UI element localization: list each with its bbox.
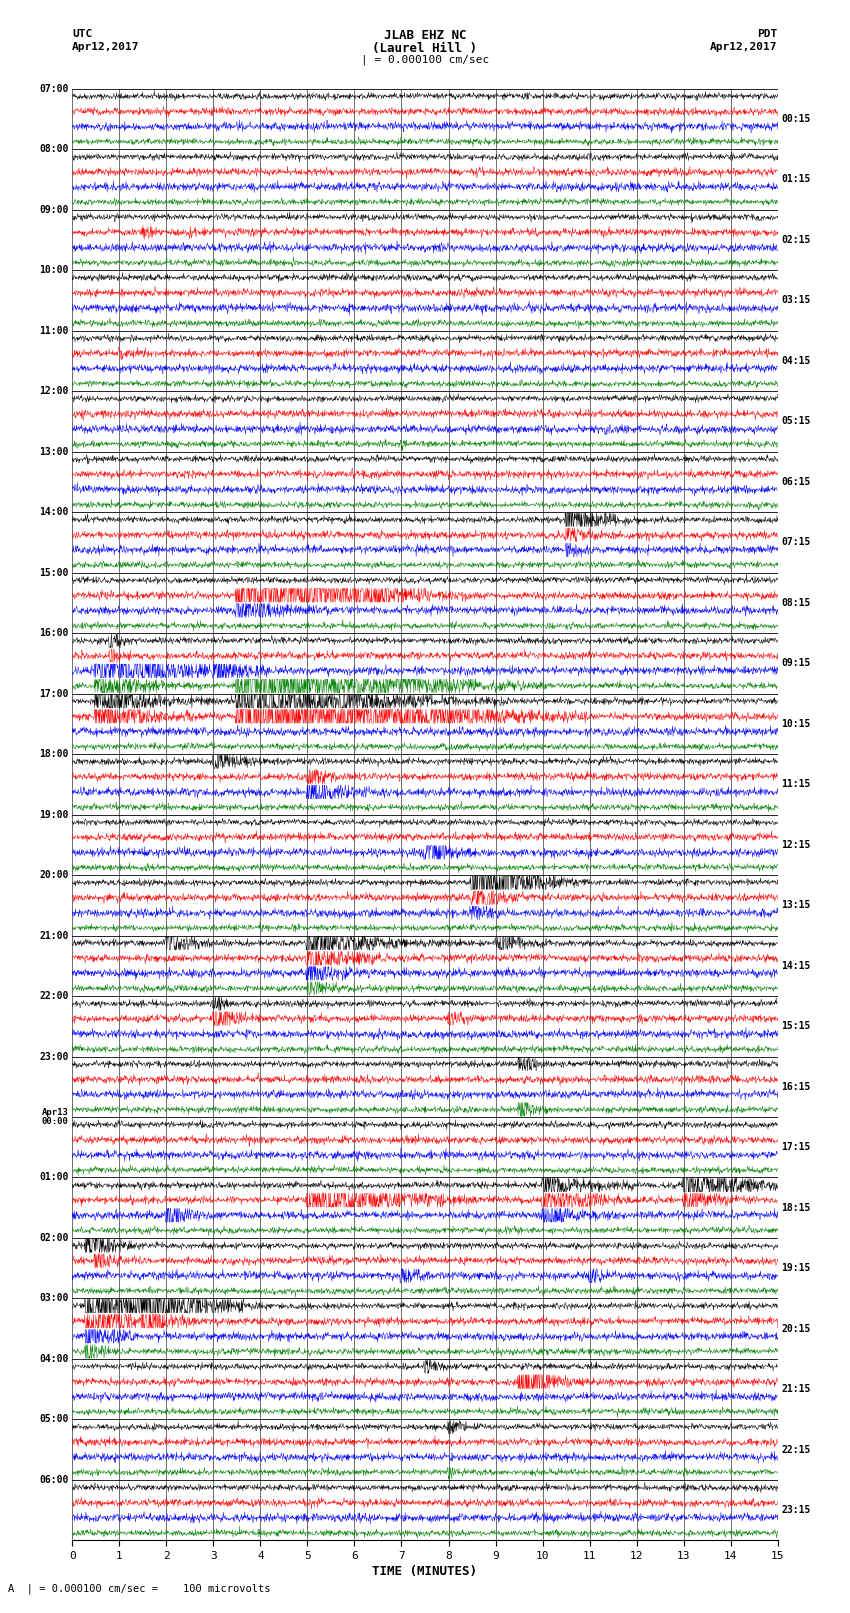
Text: (Laurel Hill ): (Laurel Hill ) (372, 42, 478, 55)
Text: 17:15: 17:15 (781, 1142, 811, 1152)
Text: 03:00: 03:00 (39, 1294, 69, 1303)
Text: 20:00: 20:00 (39, 869, 69, 881)
Text: 06:00: 06:00 (39, 1474, 69, 1486)
Text: 08:00: 08:00 (39, 144, 69, 155)
Text: 18:00: 18:00 (39, 748, 69, 760)
Text: 19:15: 19:15 (781, 1263, 811, 1273)
Text: 23:00: 23:00 (39, 1052, 69, 1061)
Text: 19:00: 19:00 (39, 810, 69, 819)
Text: 22:00: 22:00 (39, 990, 69, 1002)
Text: 01:15: 01:15 (781, 174, 811, 184)
Text: 08:15: 08:15 (781, 598, 811, 608)
Text: 02:00: 02:00 (39, 1232, 69, 1244)
X-axis label: TIME (MINUTES): TIME (MINUTES) (372, 1565, 478, 1578)
Text: 18:15: 18:15 (781, 1203, 811, 1213)
Text: PDT: PDT (757, 29, 778, 39)
Text: 13:00: 13:00 (39, 447, 69, 456)
Text: 00:00: 00:00 (42, 1118, 69, 1126)
Text: 15:00: 15:00 (39, 568, 69, 577)
Text: 23:15: 23:15 (781, 1505, 811, 1515)
Text: 11:15: 11:15 (781, 779, 811, 789)
Text: 09:00: 09:00 (39, 205, 69, 215)
Text: 09:15: 09:15 (781, 658, 811, 668)
Text: Apr13: Apr13 (42, 1108, 69, 1118)
Text: 12:15: 12:15 (781, 840, 811, 850)
Text: A  | = 0.000100 cm/sec =    100 microvolts: A | = 0.000100 cm/sec = 100 microvolts (8, 1582, 271, 1594)
Text: 04:15: 04:15 (781, 356, 811, 366)
Text: Apr12,2017: Apr12,2017 (72, 42, 139, 52)
Text: 03:15: 03:15 (781, 295, 811, 305)
Text: 15:15: 15:15 (781, 1021, 811, 1031)
Text: 12:00: 12:00 (39, 386, 69, 397)
Text: 05:00: 05:00 (39, 1415, 69, 1424)
Text: Apr12,2017: Apr12,2017 (711, 42, 778, 52)
Text: 04:00: 04:00 (39, 1353, 69, 1365)
Text: 05:15: 05:15 (781, 416, 811, 426)
Text: 01:00: 01:00 (39, 1173, 69, 1182)
Text: 07:15: 07:15 (781, 537, 811, 547)
Text: 10:00: 10:00 (39, 265, 69, 276)
Text: UTC: UTC (72, 29, 93, 39)
Text: 22:15: 22:15 (781, 1445, 811, 1455)
Text: 16:15: 16:15 (781, 1082, 811, 1092)
Text: 14:00: 14:00 (39, 506, 69, 518)
Text: 07:00: 07:00 (39, 84, 69, 94)
Text: 20:15: 20:15 (781, 1324, 811, 1334)
Text: 16:00: 16:00 (39, 627, 69, 639)
Text: 21:00: 21:00 (39, 931, 69, 940)
Text: 13:15: 13:15 (781, 900, 811, 910)
Text: 11:00: 11:00 (39, 326, 69, 336)
Text: 02:15: 02:15 (781, 235, 811, 245)
Text: JLAB EHZ NC: JLAB EHZ NC (383, 29, 467, 42)
Text: 06:15: 06:15 (781, 477, 811, 487)
Text: 17:00: 17:00 (39, 689, 69, 698)
Text: 21:15: 21:15 (781, 1384, 811, 1394)
Text: 00:15: 00:15 (781, 115, 811, 124)
Text: | = 0.000100 cm/sec: | = 0.000100 cm/sec (361, 55, 489, 66)
Text: 14:15: 14:15 (781, 961, 811, 971)
Text: 10:15: 10:15 (781, 719, 811, 729)
